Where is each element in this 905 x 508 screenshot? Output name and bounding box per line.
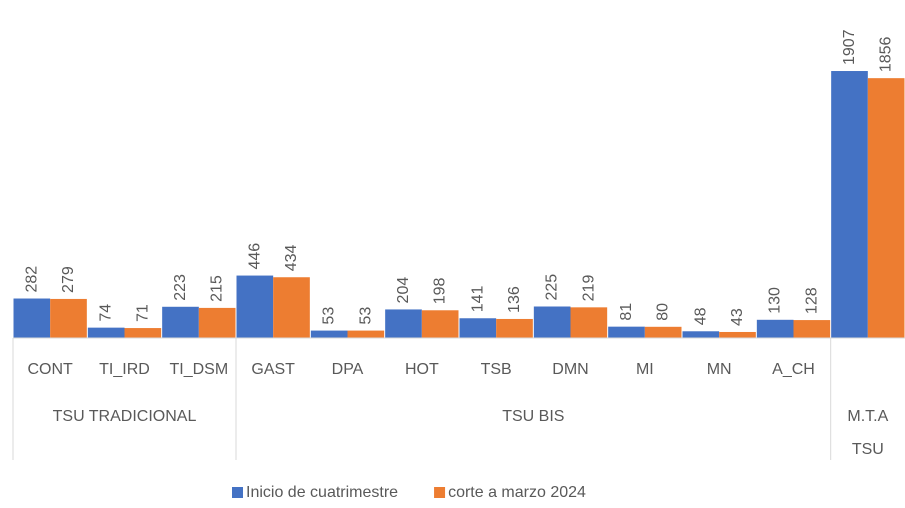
bar: [273, 277, 310, 338]
group-label: TSU TRADICIONAL: [52, 408, 197, 425]
bar: [533, 306, 571, 338]
data-label: 141: [469, 285, 486, 312]
group-label: M.T.A TSU: [847, 408, 889, 458]
legend-label: corte a marzo 2024: [448, 484, 586, 501]
bar: [50, 298, 87, 338]
x-tick-label: TI_DSM: [169, 361, 228, 378]
data-label: 219: [580, 275, 597, 302]
bar: [459, 318, 497, 338]
legend-label: Inicio de cuatrimestre: [246, 484, 398, 501]
data-label: 279: [60, 266, 77, 293]
bar: [198, 307, 236, 338]
data-label: 53: [321, 307, 338, 325]
x-tick-label: CONT: [28, 361, 74, 378]
legend-swatch: [232, 487, 243, 498]
bar: [310, 330, 348, 338]
data-label: 1856: [878, 36, 895, 72]
data-label: 53: [357, 307, 374, 325]
bar: [236, 275, 274, 338]
data-label: 204: [395, 277, 412, 304]
data-label: 74: [98, 304, 115, 322]
x-tick-label: DPA: [332, 361, 364, 378]
data-label: 223: [172, 274, 189, 301]
bar: [421, 310, 459, 338]
bar: [13, 298, 51, 338]
data-label: 446: [246, 243, 263, 270]
data-label: 282: [23, 266, 40, 293]
legend-swatch: [434, 487, 446, 498]
data-label: 198: [432, 277, 449, 304]
x-tick-label: TI_IRD: [99, 361, 150, 378]
x-tick-label: MI: [636, 361, 654, 378]
data-label: 130: [767, 287, 784, 314]
bar: [347, 330, 385, 338]
group-label: TSU BIS: [502, 408, 565, 425]
x-tick-label: HOT: [405, 361, 439, 378]
bar: [682, 331, 720, 338]
bar: [756, 319, 794, 338]
bar: [793, 320, 831, 338]
bar: [719, 331, 756, 338]
data-label: 71: [134, 304, 151, 322]
x-tick-label: A_CH: [772, 361, 815, 378]
data-label: 215: [209, 275, 226, 302]
bar: [496, 318, 533, 338]
data-label: 1907: [841, 29, 858, 65]
data-label: 434: [283, 244, 300, 271]
bar: [831, 71, 868, 339]
x-tick-label: TSB: [481, 361, 512, 378]
bar: [867, 78, 905, 338]
data-label: 81: [618, 303, 635, 321]
bar: [124, 328, 162, 338]
data-label: 48: [692, 307, 709, 325]
bar: [385, 309, 422, 338]
data-label: 225: [544, 274, 561, 301]
bar: [644, 326, 682, 338]
data-label: 136: [506, 286, 523, 313]
data-label: 43: [729, 308, 746, 326]
x-tick-label: GAST: [251, 361, 295, 378]
bar: [87, 327, 125, 338]
data-label: 80: [655, 303, 672, 321]
bar: [162, 306, 199, 338]
bar: [608, 326, 645, 338]
x-tick-label: MN: [707, 361, 732, 378]
x-tick-label: DMN: [552, 361, 588, 378]
bar: [570, 307, 608, 338]
data-label: 128: [803, 287, 820, 314]
